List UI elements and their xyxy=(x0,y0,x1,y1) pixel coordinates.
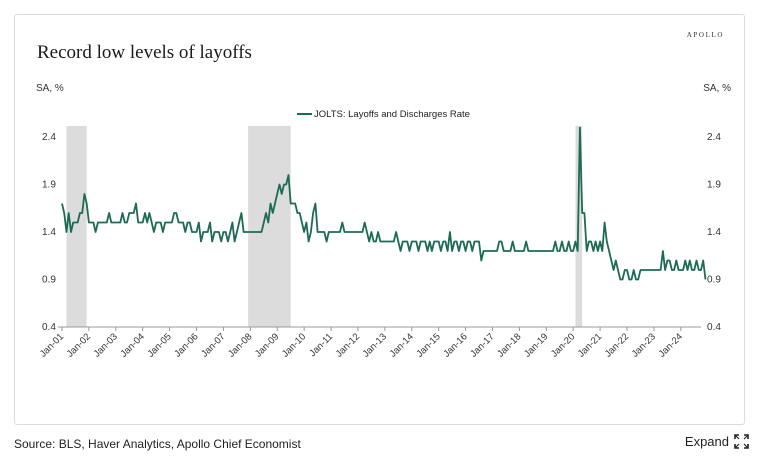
y-tick-label-right: 2.4 xyxy=(707,132,721,143)
x-tick-label: Jan-14 xyxy=(388,331,416,359)
expand-label: Expand xyxy=(684,434,729,449)
x-tick-label: Jan-04 xyxy=(119,331,147,359)
y-tick-label-left: 1.9 xyxy=(42,180,56,191)
x-tick-label: Jan-11 xyxy=(307,331,335,359)
x-tick-label: Jan-03 xyxy=(92,331,120,359)
y-tick-label-left: 2.4 xyxy=(42,132,56,143)
x-tick-label: Jan-08 xyxy=(226,331,254,359)
x-tick-label: Jan-10 xyxy=(280,331,308,359)
x-tick-label: Jan-02 xyxy=(65,331,93,359)
legend-label: JOLTS: Layoffs and Discharges Rate xyxy=(314,109,470,120)
x-tick-label: Jan-21 xyxy=(576,331,604,359)
left-axis-unit: SA, % xyxy=(36,83,64,94)
series-line xyxy=(61,126,707,281)
x-tick-label: Jan-22 xyxy=(603,331,631,359)
chart-title: Record low levels of layoffs xyxy=(37,42,252,63)
y-tick-label-left: 0.9 xyxy=(42,275,56,286)
chart-card: APOLLO xyxy=(14,14,745,425)
y-tick-label-right: 0.9 xyxy=(707,275,721,286)
right-axis-unit: SA, % xyxy=(703,83,731,94)
brand-logo: APOLLO xyxy=(686,31,724,39)
recession-band xyxy=(248,126,291,327)
x-tick-label: Jan-12 xyxy=(334,331,362,359)
x-tick-label: Jan-05 xyxy=(145,331,173,359)
expand-arrows-icon xyxy=(734,434,749,449)
y-tick-label-left: 0.4 xyxy=(42,322,56,333)
source-note: Source: BLS, Haver Analytics, Apollo Chi… xyxy=(14,437,301,451)
y-tick-label-right: 1.9 xyxy=(707,180,721,191)
x-tick-label: Jan-01 xyxy=(38,331,66,359)
x-tick-label: Jan-18 xyxy=(495,331,523,359)
x-tick-label: Jan-20 xyxy=(549,331,577,359)
x-tick-label: Jan-07 xyxy=(199,331,227,359)
x-tick-label: Jan-06 xyxy=(172,331,200,359)
x-tick-label: Jan-15 xyxy=(414,331,442,359)
x-tick-label: Jan-16 xyxy=(441,331,469,359)
x-tick-label: Jan-19 xyxy=(522,331,550,359)
recession-band xyxy=(66,126,87,327)
y-tick-label-left: 1.4 xyxy=(42,227,56,238)
x-tick-label: Jan-13 xyxy=(361,331,389,359)
y-tick-label-right: 1.4 xyxy=(707,227,721,238)
x-tick-label: Jan-09 xyxy=(253,331,281,359)
x-tick-label: Jan-24 xyxy=(657,331,685,359)
x-tick-label: Jan-17 xyxy=(468,331,496,359)
y-tick-label-right: 0.4 xyxy=(707,322,721,333)
expand-button[interactable]: Expand xyxy=(685,434,749,449)
x-tick-label: Jan-23 xyxy=(630,331,658,359)
